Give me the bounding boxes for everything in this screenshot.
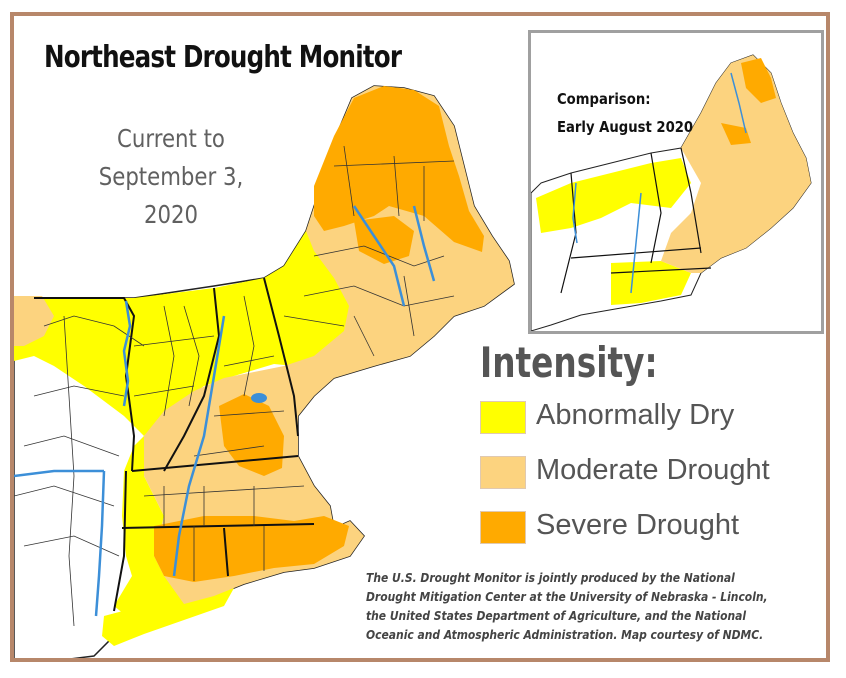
connecticut-river [172,315,226,577]
inset-water [572,72,747,294]
moderate-drought-west [14,296,54,346]
inset-boundaries [560,147,712,294]
subtitle-line-2: September 3, 2020 [98,162,244,229]
legend-label-abnormally-dry: Abnormally Dry [536,399,735,431]
water-features [14,205,436,617]
ct-ri-border [223,527,229,577]
inset-moderate-drought [661,55,811,273]
subtitle-line-1: Current to [117,124,225,153]
date-subtitle: Current to September 3, 2020 [73,120,269,234]
maine-river-2 [412,205,436,282]
abnormally-dry-area [14,231,354,622]
severe-drought-south [154,516,349,582]
map-title: Northeast Drought Monitor [44,40,402,75]
inset-caption-line-2: Early August 2020 [557,118,694,136]
legend-swatch-moderate-drought [480,456,526,489]
legend-item-abnormally-dry: Abnormally Dry [480,399,820,437]
vt-nh-border [163,287,221,472]
lake-winnipesaukee [251,393,267,403]
abnormally-dry-ny [102,588,234,646]
mohawk-river [14,469,104,478]
legend-label-severe-drought: Severe Drought [536,509,740,541]
legend-label-moderate-drought: Moderate Drought [536,454,770,486]
ma-south-border [121,523,315,529]
legend-item-moderate-drought: Moderate Drought [480,454,820,492]
maine-river [352,205,406,307]
comparison-inset-map: Comparison: Early August 2020 [528,30,824,334]
county-lines [14,145,455,627]
ma-north-border [131,455,299,472]
inset-severe-drought-2 [721,123,751,145]
credit-text: The U.S. Drought Monitor is jointly prod… [366,570,768,642]
legend-item-severe-drought: Severe Drought [480,509,820,547]
hudson-river [94,470,106,617]
legend-swatch-severe-drought [480,511,526,544]
nh-me-border [263,277,299,437]
lake-champlain [122,300,132,407]
vt-ny-border [34,297,136,472]
state-boundaries [34,277,315,612]
inset-caption: Comparison: Early August 2020 [557,85,693,141]
map-frame: Northeast Drought Monitor Current to Sep… [10,12,830,662]
ny-east-border [113,470,127,612]
inset-severe-drought [741,58,776,103]
inset-drought-map [531,54,812,331]
legend-swatch-abnormally-dry [480,401,526,434]
moderate-drought-area [144,86,514,604]
legend-title: Intensity: [480,338,658,387]
inset-caption-line-1: Comparison: [557,90,651,108]
drought-map [14,85,515,658]
